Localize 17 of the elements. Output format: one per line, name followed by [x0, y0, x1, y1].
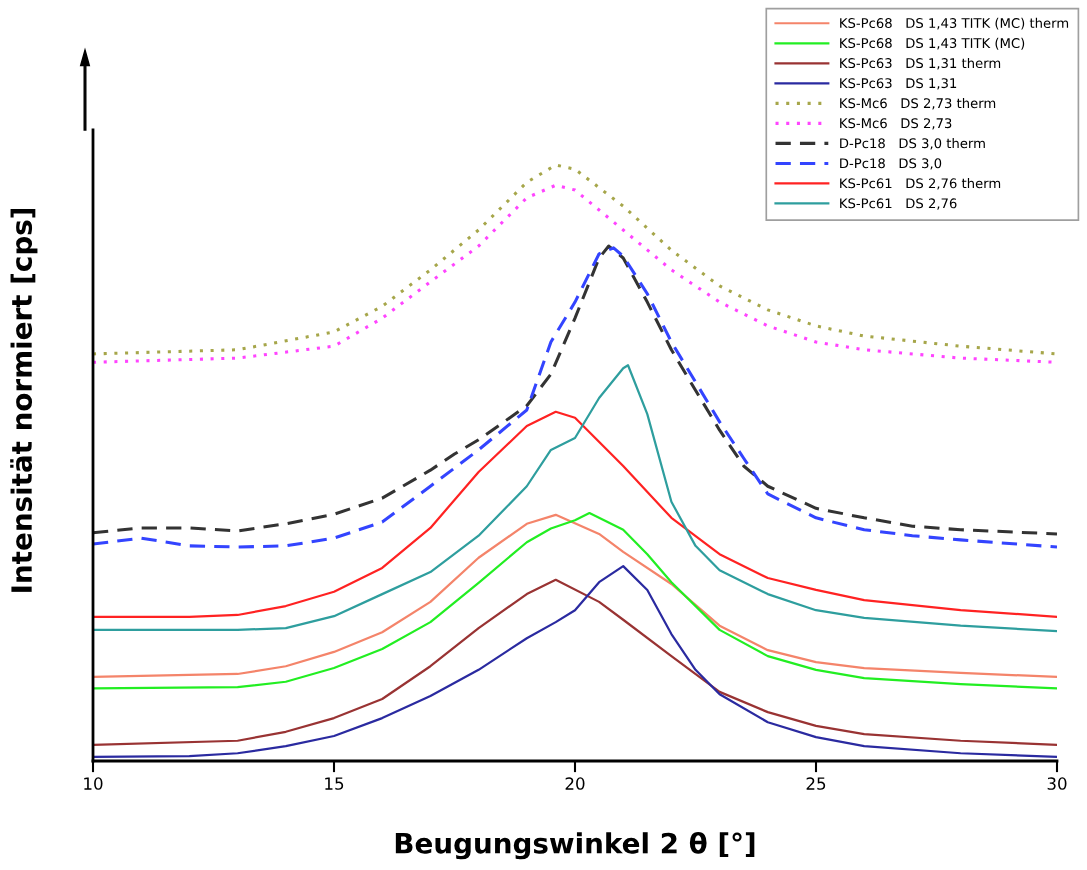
legend-label: KS-Pc61 DS 2,76 therm	[840, 178, 1001, 190]
x-axis-title: Beugungswinkel 2 θ [°]	[395, 831, 755, 860]
legend-label: D-Pc18 DS 3,0	[840, 158, 942, 170]
x-tick-label: 20	[565, 777, 585, 790]
legend-label: D-Pc18 DS 3,0 therm	[840, 137, 985, 150]
legend-label: KS-Pc68 DS 1,43 TITK (MC) therm	[840, 17, 1069, 30]
legend-label: KS-Pc63 DS 1,31 therm	[840, 57, 1001, 70]
x-tick-label: 10	[84, 777, 103, 790]
legend-label: KS-Pc68 DS 1,43 TITK (MC)	[840, 37, 1025, 50]
x-tick-label: 15	[325, 777, 344, 790]
legend-label: KS-Pc63 DS 1,31	[840, 78, 957, 90]
legend-label: KS-Mc6 DS 2,73 therm	[840, 97, 996, 110]
x-tick-label: 30	[1047, 777, 1067, 790]
legend-label: KS-Mc6 DS 2,73	[840, 118, 952, 130]
y-axis-title: Intensität normiert [cps]	[10, 208, 38, 592]
x-tick-label: 25	[806, 777, 826, 790]
legend-label: KS-Pc61 DS 2,76	[840, 198, 957, 210]
